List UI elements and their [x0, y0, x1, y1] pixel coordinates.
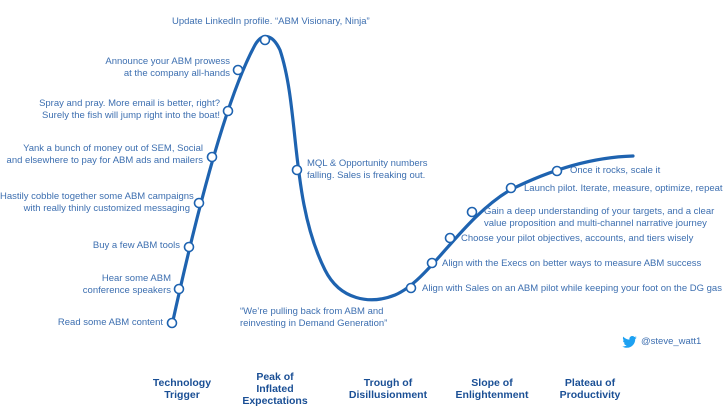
- milestone-marker: [222, 105, 234, 117]
- milestone-marker: [173, 283, 185, 295]
- milestone-marker: [551, 165, 563, 177]
- milestone-marker: [206, 151, 218, 163]
- milestone-marker: [444, 232, 456, 244]
- phase-label-slope: Slope of Enlightenment: [455, 377, 529, 401]
- milestone-label: Buy a few ABM tools: [92, 240, 180, 251]
- milestone-label: Hastily cobble together some ABM campaig…: [0, 191, 194, 214]
- twitter-handle: @steve_watt1: [622, 336, 701, 348]
- milestone-label: Read some ABM content: [57, 317, 163, 328]
- milestone-marker: [466, 206, 478, 218]
- milestone-marker: [405, 282, 417, 294]
- phase-label-plateau: Plateau of Productivity: [559, 377, 621, 401]
- milestone-label: Announce your ABM prowess at the company…: [105, 56, 230, 79]
- milestone-label: “We’re pulling back from ABM and reinves…: [240, 306, 388, 329]
- twitter-handle-text: @steve_watt1: [641, 336, 702, 347]
- milestone-marker: [426, 257, 438, 269]
- milestone-label: Launch pilot. Iterate, measure, optimize…: [524, 183, 723, 194]
- milestone-label: Once it rocks, scale it: [570, 165, 661, 176]
- milestone-label: Yank a bunch of money out of SEM, Social…: [6, 143, 203, 166]
- milestone-marker: [259, 34, 271, 46]
- milestone-label: Gain a deep understanding of your target…: [484, 206, 715, 229]
- milestone-label: Choose your pilot objectives, accounts, …: [461, 233, 694, 244]
- twitter-bird-icon: [622, 336, 637, 348]
- milestone-marker: [193, 197, 205, 209]
- milestone-marker: [166, 317, 178, 329]
- milestone-label: Hear some ABM conference speakers: [82, 273, 171, 296]
- milestone-marker: [232, 64, 244, 76]
- milestone-label: Align with Sales on an ABM pilot while k…: [422, 283, 722, 294]
- milestone-label: Spray and pray. More email is better, ri…: [39, 98, 220, 121]
- milestone-label: MQL & Opportunity numbers falling. Sales…: [307, 158, 428, 181]
- milestone-label: Update LinkedIn profile. “ABM Visionary,…: [172, 16, 370, 27]
- milestone-marker: [505, 182, 517, 194]
- milestone-label: Align with the Execs on better ways to m…: [442, 258, 702, 269]
- phase-label-technology-trigger: Technology Trigger: [152, 377, 212, 401]
- phase-label-trough: Trough of Disillusionment: [348, 377, 428, 401]
- milestone-marker: [183, 241, 195, 253]
- phase-label-peak: Peak of Inflated Expectations: [242, 371, 308, 407]
- milestone-marker: [291, 164, 303, 176]
